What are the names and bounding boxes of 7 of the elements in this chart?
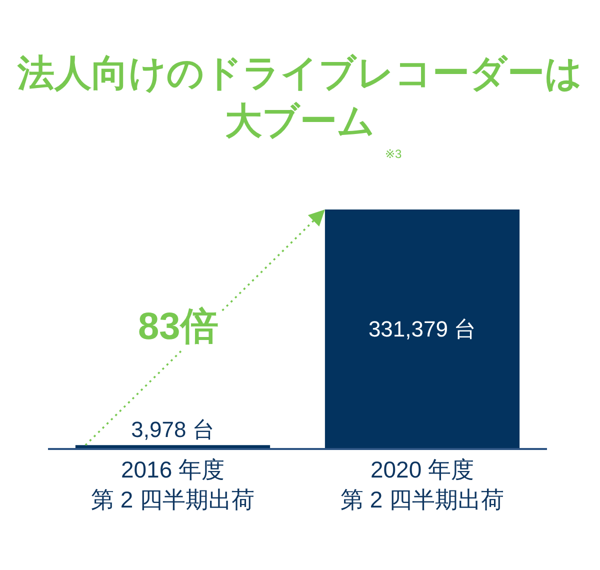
chart-title: 法人向けのドライブレコーダーは大ブーム — [16, 52, 582, 142]
data-label: 3,978 台 — [131, 417, 214, 442]
data-label: 331,379 台 — [368, 316, 476, 342]
text: ※3 — [385, 147, 402, 161]
x-tick-label: 2020 年度第 2 四半期出荷 — [340, 456, 504, 512]
x-tick-label: 2016 年度第 2 四半期出荷 — [90, 456, 255, 512]
annotation: 83倍 — [138, 306, 218, 348]
